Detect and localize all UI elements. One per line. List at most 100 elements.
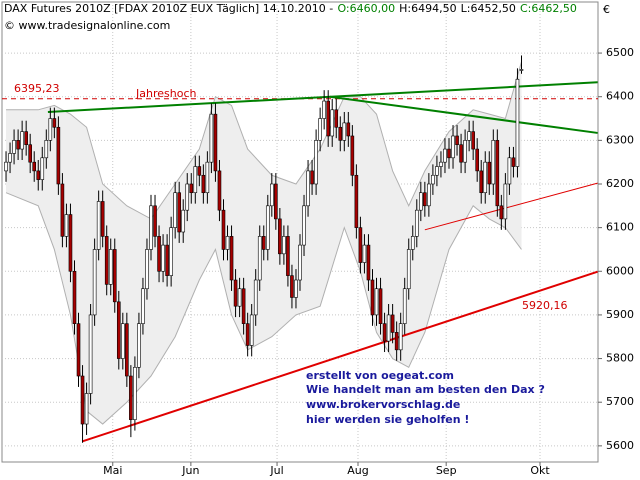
candle-body — [44, 140, 49, 159]
candle-body — [463, 140, 467, 163]
candle-body — [362, 244, 367, 263]
candle-body — [68, 214, 73, 272]
line-label: 5920,16 — [522, 299, 568, 312]
hline-note: Jahreshoch — [135, 87, 196, 100]
candle-body — [326, 100, 330, 137]
candle-body — [274, 183, 278, 220]
candle-body — [193, 166, 198, 194]
candle-body — [129, 375, 133, 420]
candle-body — [92, 249, 97, 316]
title-open: O:6460,00 — [337, 2, 395, 15]
band-lower — [5, 192, 522, 425]
candle-body — [8, 153, 12, 163]
annotation: www.brokervorschlag.de — [306, 398, 460, 411]
candle-body — [499, 205, 504, 220]
candle-body — [471, 131, 475, 150]
candle-body — [149, 205, 153, 250]
candle-body — [370, 279, 375, 316]
candle-body — [423, 192, 427, 207]
y-tick-label: 5600 — [606, 439, 634, 452]
candle-body — [24, 131, 28, 146]
candle-body — [100, 201, 105, 237]
candles — [4, 55, 524, 443]
candle-body — [189, 183, 194, 194]
candle-body — [165, 244, 169, 276]
candle-body — [406, 249, 411, 290]
candle-body — [253, 279, 258, 316]
candle-body — [515, 78, 520, 167]
x-tick-label: Mai — [103, 464, 122, 477]
currency: € — [603, 3, 610, 16]
candle-body — [185, 183, 190, 211]
chart-title: DAX Futures 2010Z [FDAX 2010Z EUX Täglic… — [4, 2, 577, 15]
y-tick-label: 5800 — [606, 352, 634, 365]
candle-body — [286, 236, 290, 276]
candle-body — [205, 161, 210, 194]
candle-body — [161, 244, 165, 272]
candle-body — [20, 131, 24, 150]
candle-body — [221, 209, 226, 250]
candle-body — [233, 279, 238, 307]
candle-body — [378, 288, 383, 324]
y-tick-label: 5900 — [606, 308, 634, 321]
candle-body — [245, 323, 250, 346]
x-tick-label: Sep — [436, 464, 457, 477]
candle-body — [495, 140, 500, 207]
candle-body — [88, 314, 93, 394]
candle-body — [443, 148, 447, 163]
candle-body — [511, 157, 516, 167]
candle-body — [116, 301, 121, 359]
candle-body — [302, 205, 306, 246]
candle-body — [4, 161, 8, 172]
candle-body — [121, 323, 125, 359]
candle-body — [52, 118, 57, 128]
candle-body — [427, 183, 431, 207]
candle-body — [334, 109, 339, 128]
trendline — [424, 182, 598, 231]
candle-body — [290, 275, 294, 298]
candle-body — [435, 166, 439, 176]
candle-body — [173, 192, 177, 228]
candle-body — [346, 122, 351, 137]
candle-body — [181, 209, 186, 233]
y-tick-label: 5700 — [606, 395, 634, 408]
x-tick-label: Aug — [347, 464, 368, 477]
candle-body — [451, 135, 455, 159]
y-tick-label: 6300 — [606, 133, 634, 146]
candle-body — [338, 126, 343, 141]
candle-body — [48, 118, 53, 141]
hline-label: 6395,23 — [14, 82, 60, 95]
candle-body — [467, 131, 471, 141]
candle-body — [197, 166, 202, 176]
candle-body — [40, 157, 45, 180]
trendline — [329, 95, 598, 134]
candle-body — [374, 288, 379, 316]
candle-body — [257, 236, 262, 281]
candle-body — [201, 174, 206, 194]
candle-body — [84, 393, 89, 425]
candle-body — [507, 157, 512, 185]
candle-body — [32, 161, 37, 172]
candle-body — [419, 192, 423, 211]
candle-body — [153, 205, 157, 237]
candle-body — [382, 323, 387, 342]
trendline — [81, 270, 598, 443]
candle-body — [157, 236, 161, 272]
candle-body — [209, 113, 214, 163]
trendline — [47, 81, 598, 113]
candle-body — [350, 135, 355, 176]
y-tick-label: 6500 — [606, 46, 634, 59]
candle-body — [177, 192, 181, 233]
candle-body — [80, 375, 85, 425]
title-low: L:6452,50 — [461, 2, 516, 15]
candle-body — [217, 170, 222, 211]
candle-body — [16, 140, 20, 150]
y-tick-label: 6200 — [606, 177, 634, 190]
candle-body — [96, 201, 101, 250]
candle-body — [310, 170, 314, 185]
candle-body — [36, 170, 41, 180]
candle-body — [270, 183, 274, 207]
annotation: hier werden sie geholfen ! — [306, 413, 469, 426]
candle-body — [398, 323, 403, 351]
